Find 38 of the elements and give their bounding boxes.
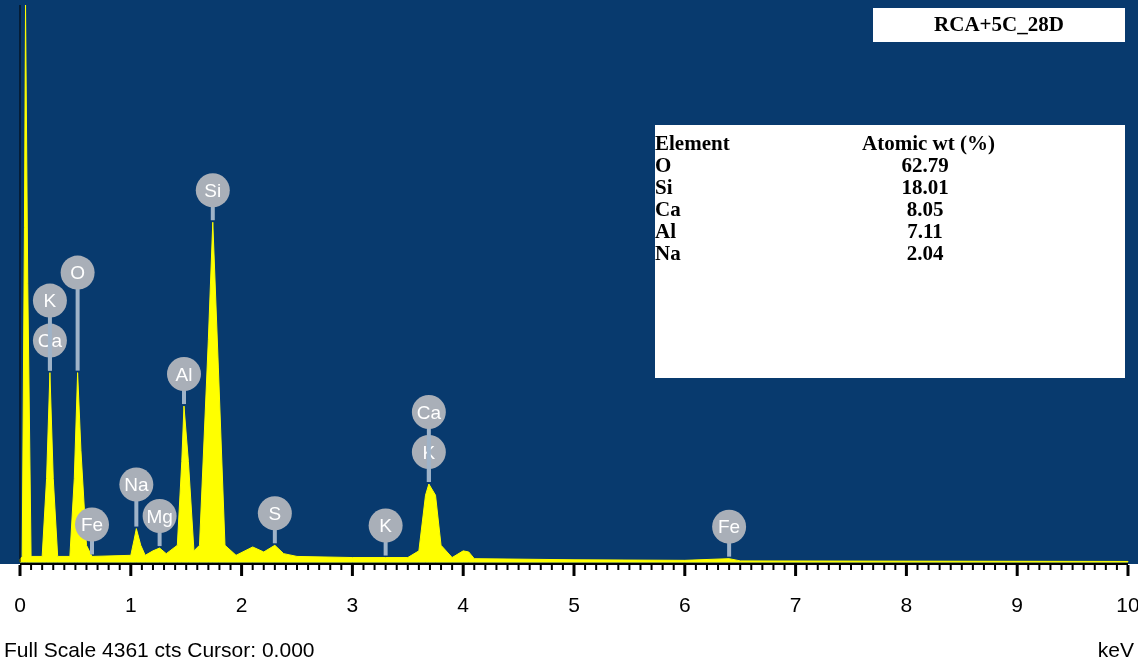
- annotation: 18.01: [901, 175, 949, 199]
- x-tick-label: 2: [235, 593, 248, 616]
- annotation: K: [43, 290, 57, 312]
- x-tick-label: 1: [124, 593, 137, 616]
- x-tick-label: 5: [568, 593, 580, 616]
- chart-title: RCA+5C_28D: [934, 12, 1064, 36]
- annotation: 8.05: [906, 197, 944, 221]
- annotation: O: [655, 153, 672, 177]
- x-tick-label: 6: [678, 593, 691, 616]
- annotation: 2.04: [906, 241, 944, 265]
- x-tick-label: 10: [1116, 593, 1138, 616]
- annotation: Al: [175, 363, 193, 385]
- annotation: Si: [204, 179, 222, 201]
- annotation: Element: [655, 131, 730, 155]
- annotation: Fe: [718, 516, 741, 538]
- annotation: 62.79: [901, 153, 949, 177]
- annotation: Fe: [80, 514, 104, 536]
- annotation: 7.11: [907, 219, 943, 243]
- annotation: O: [70, 262, 86, 284]
- text: Full Scale 4361 cts Cursor: 0.000: [4, 638, 315, 661]
- annotation: Mg: [146, 505, 173, 527]
- x-tick-label: 7: [789, 593, 802, 616]
- annotation: Si: [655, 175, 673, 199]
- title-box: RCA+5C_28D: [873, 8, 1125, 42]
- annotation: Al: [655, 219, 677, 243]
- x-tick-label: 9: [1011, 593, 1024, 616]
- annotation: K: [379, 515, 393, 537]
- annotation: Ca: [416, 401, 442, 423]
- annotation: Na: [124, 474, 149, 496]
- x-tick-label: 0: [14, 593, 26, 616]
- x-tick-label: 8: [900, 593, 913, 616]
- annotation: Na: [655, 241, 682, 265]
- x-tick-label: 4: [457, 593, 470, 616]
- x-axis-title: keV: [1097, 638, 1134, 661]
- annotation: Atomic wt (%): [862, 131, 995, 155]
- annotation: Ca: [655, 197, 682, 221]
- x-tick-label: 3: [346, 593, 359, 616]
- annotation: S: [268, 502, 282, 524]
